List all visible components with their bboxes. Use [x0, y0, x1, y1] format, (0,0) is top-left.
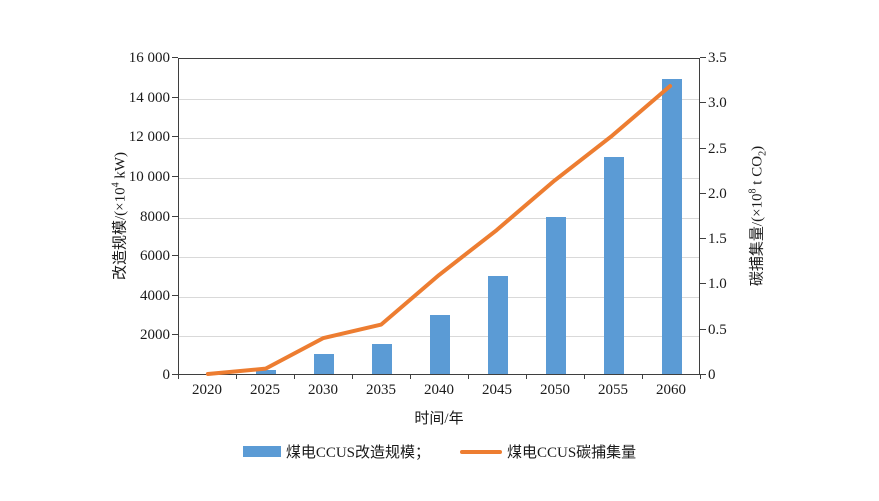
bar-swatch-icon	[242, 446, 281, 457]
bar-2030	[314, 354, 334, 374]
x-tick-label: 2030	[308, 382, 338, 398]
grid-line	[179, 217, 699, 219]
grid-line	[179, 177, 699, 179]
y-tick-label-left: 12 000	[128, 129, 170, 146]
y-tick-label-right: 1.5	[708, 231, 727, 248]
axis-tick	[294, 375, 295, 379]
x-tick-label: 2060	[656, 382, 686, 398]
y-tick-label-left: 14 000	[128, 89, 170, 106]
plot-area	[178, 58, 700, 376]
legend-label-line-series: 煤电CCUS碳捕集量	[507, 445, 637, 461]
y-tick-label-left: 0	[162, 367, 171, 383]
y-tick-label-left: 10 000	[128, 168, 170, 185]
y-axis-title-right: 碳捕集量/(×108 t CO2)	[746, 146, 769, 286]
grid-line	[179, 138, 699, 140]
axis-tick	[642, 375, 643, 379]
bar-2045	[488, 275, 508, 374]
axis-tick	[700, 193, 706, 194]
y-tick-label-left: 2000	[140, 327, 170, 344]
axis-tick	[172, 255, 178, 256]
legend-label-bar-series: 煤电CCUS改造规模；	[285, 445, 430, 461]
y-axis-title-right-mid: t CO	[749, 155, 766, 189]
axis-tick	[172, 136, 178, 137]
x-tick-label: 2025	[250, 382, 280, 398]
axis-tick	[700, 329, 706, 330]
y-tick-label-left: 16 000	[128, 50, 170, 66]
axis-tick	[468, 375, 469, 379]
y-tick-label-right: 3.5	[708, 50, 727, 66]
x-tick-label: 2055	[598, 382, 628, 398]
y-tick-label-right: 0	[708, 367, 716, 383]
axis-tick	[172, 176, 178, 177]
legend-item-bar-series: 煤电CCUS改造规模；	[242, 441, 430, 462]
x-tick-label: 2040	[424, 382, 454, 398]
y-tick-label-right: 1.0	[708, 276, 727, 293]
grid-line	[179, 296, 699, 298]
axis-tick	[700, 374, 706, 375]
axis-tick	[172, 57, 178, 58]
grid-line	[179, 98, 699, 100]
legend-item-line-series: 煤电CCUS碳捕集量	[460, 441, 636, 462]
bar-2060	[662, 78, 682, 374]
bar-2035	[372, 344, 392, 374]
bar-2055	[604, 157, 624, 374]
axis-tick	[700, 283, 706, 284]
axis-tick	[236, 375, 237, 379]
y-tick-label-left: 6000	[140, 248, 170, 265]
axis-tick	[700, 102, 706, 103]
axis-tick	[172, 216, 178, 217]
x-tick-label: 2035	[366, 382, 396, 398]
y-axis-title-left-text: 改造规模/(×10	[112, 187, 129, 281]
y-tick-label-right: 0.5	[708, 321, 727, 338]
axis-tick	[172, 97, 178, 98]
axis-tick	[700, 375, 701, 379]
line-series-path	[205, 84, 673, 376]
y-tick-label-left: 4000	[140, 287, 170, 304]
bar-2040	[430, 314, 450, 374]
x-tick-label: 2020	[192, 382, 222, 398]
bar-2050	[546, 216, 566, 374]
axis-tick	[178, 375, 179, 379]
x-axis-title: 时间/年	[414, 411, 464, 427]
axis-tick	[700, 148, 706, 149]
x-tick-label: 2050	[540, 382, 570, 398]
axis-tick	[700, 57, 706, 58]
line-swatch-icon	[460, 449, 502, 454]
axis-tick	[172, 295, 178, 296]
axis-tick	[172, 334, 178, 335]
line-series-svg	[205, 84, 673, 376]
axis-tick	[584, 375, 585, 379]
bar-2025	[256, 370, 276, 374]
legend: 煤电CCUS改造规模； 煤电CCUS碳捕集量	[0, 441, 879, 462]
y-tick-label-right: 3.0	[708, 95, 727, 112]
y-tick-label-left: 8000	[140, 208, 170, 225]
axis-tick	[410, 375, 411, 379]
y-tick-label-right: 2.0	[708, 185, 727, 202]
axis-tick	[172, 374, 178, 375]
x-tick-label: 2045	[482, 382, 512, 398]
y-tick-label-right: 2.5	[708, 140, 727, 157]
axis-tick	[700, 238, 706, 239]
axis-tick	[352, 375, 353, 379]
grid-line	[179, 257, 699, 259]
axis-tick	[526, 375, 527, 379]
